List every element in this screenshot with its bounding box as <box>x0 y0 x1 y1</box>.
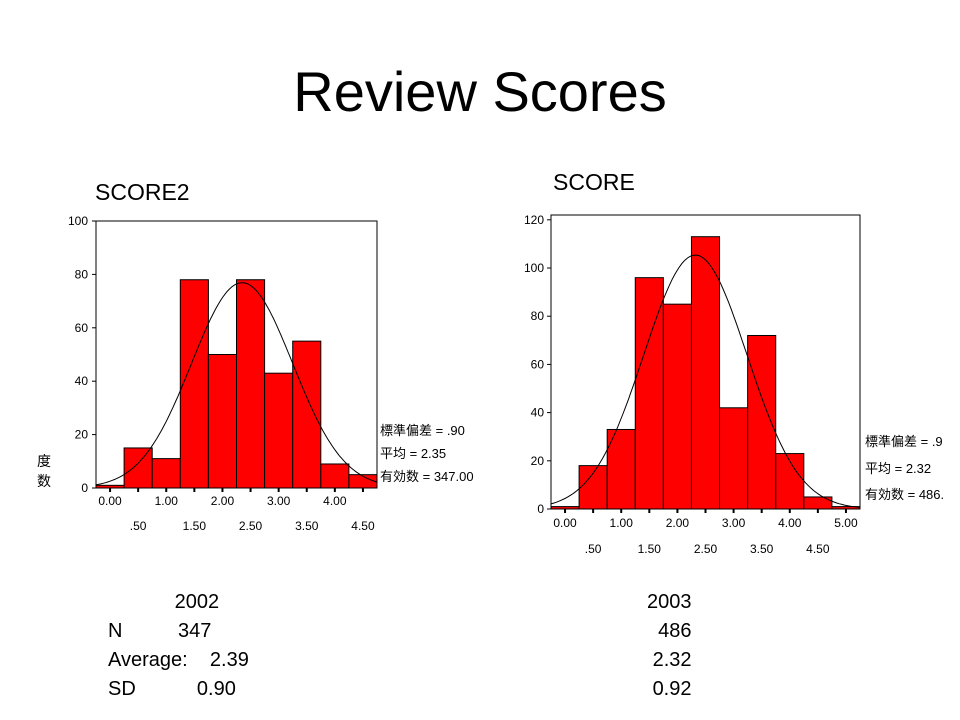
summary-2003: 2003 486 2.32 0.92 <box>647 591 692 700</box>
x-tick-label: 4.00 <box>323 494 347 508</box>
histogram-bar <box>123 447 153 489</box>
x-tick-label: 0.00 <box>98 494 122 508</box>
histogram-bar <box>662 303 692 510</box>
x-tick-label: 4.50 <box>351 519 375 533</box>
stat-label: 有効数 = 486. <box>865 487 944 502</box>
x-tick-label: 1.00 <box>610 516 634 530</box>
y-tick-label: 40 <box>531 406 545 420</box>
x-tick-label: 1.50 <box>183 519 207 533</box>
y-tick-label: 60 <box>531 357 545 371</box>
histogram-bar <box>690 236 721 510</box>
y-tick-label: 100 <box>524 261 544 275</box>
stat-label: 標準偏差 = .9 <box>865 434 943 449</box>
chart-title: SCORE <box>553 169 635 195</box>
x-tick-label: 4.50 <box>806 542 830 556</box>
x-tick-label: .50 <box>585 542 602 556</box>
y-tick-label: 100 <box>68 214 88 228</box>
x-tick-label: 2.00 <box>211 494 235 508</box>
histogram-bar <box>578 465 608 510</box>
histogram-bar <box>634 277 664 510</box>
stat-label: 有効数 = 347.00 <box>380 469 474 484</box>
y-tick-label: 80 <box>75 267 89 281</box>
x-tick-label: 2.00 <box>666 516 690 530</box>
y-axis-label: 度数 <box>37 453 51 489</box>
histogram-bar <box>292 340 322 489</box>
y-tick-label: 20 <box>531 454 545 468</box>
histogram-bar <box>151 458 181 489</box>
y-tick-label: 40 <box>75 374 89 388</box>
y-tick-label: 80 <box>531 309 545 323</box>
slide-title: Review Scores <box>293 60 667 123</box>
stat-label: 平均 = 2.35 <box>380 446 446 461</box>
stat-label: 平均 = 2.32 <box>865 461 931 476</box>
y-tick-label: 0 <box>81 481 88 495</box>
histogram-bar <box>550 506 580 510</box>
x-tick-label: .50 <box>130 519 147 533</box>
y-tick-label: 120 <box>524 213 544 227</box>
x-tick-label: 1.00 <box>155 494 179 508</box>
normal-curve <box>550 254 861 508</box>
y-tick-label: 60 <box>75 321 89 335</box>
x-tick-label: 0.00 <box>553 516 577 530</box>
x-tick-label: 2.50 <box>239 519 263 533</box>
summary-2002: 2002 N 347 Average: 2.39 SD 0.90 <box>108 591 249 700</box>
x-tick-label: 3.00 <box>722 516 746 530</box>
normal-curve <box>95 282 378 486</box>
histogram-bar <box>803 496 833 510</box>
histogram-bar <box>719 407 749 510</box>
y-tick-label: 20 <box>75 428 89 442</box>
histogram-bar <box>264 372 294 489</box>
chart-title: SCORE2 <box>95 179 190 205</box>
x-tick-label: 3.50 <box>295 519 319 533</box>
x-tick-label: 3.00 <box>267 494 291 508</box>
x-tick-label: 5.00 <box>834 516 858 530</box>
x-tick-label: 2.50 <box>694 542 718 556</box>
x-tick-label: 4.00 <box>778 516 802 530</box>
stat-label: 標準偏差 = .90 <box>380 423 465 438</box>
x-tick-label: 1.50 <box>638 542 662 556</box>
y-tick-label: 0 <box>537 502 544 516</box>
x-tick-label: 3.50 <box>750 542 774 556</box>
